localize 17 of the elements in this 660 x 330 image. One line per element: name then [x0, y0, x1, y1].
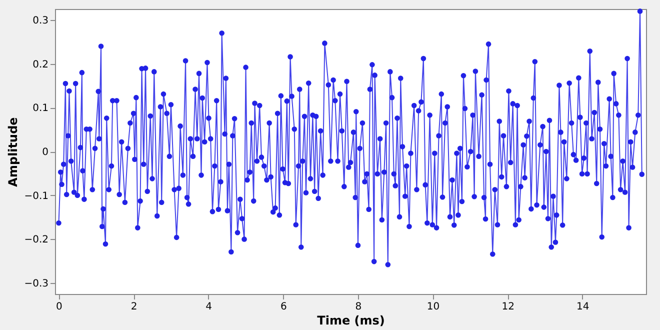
y-tick-label: −0.3 — [24, 278, 48, 290]
y-tick-label: −0.1 — [24, 190, 48, 202]
x-tick-label: 8 — [355, 302, 362, 312]
y-tick-label: 0.3 — [32, 15, 48, 26]
x-tick-label: 4 — [206, 302, 212, 312]
x-tick-label: 12 — [502, 302, 514, 312]
x-tick-label: 6 — [280, 302, 287, 312]
x-axis-title: Time (ms) — [317, 314, 385, 328]
x-tick-label: 14 — [576, 302, 590, 312]
y-tick-label: 0.2 — [32, 59, 48, 70]
y-axis-title: Amplitude — [6, 117, 20, 187]
x-tick-label: 10 — [426, 302, 440, 312]
x-tick-label: 2 — [130, 302, 138, 312]
x-tick-label: 0 — [56, 302, 62, 312]
y-tick-label: 0.1 — [32, 103, 48, 114]
y-tick-label: −0.2 — [24, 234, 48, 246]
y-tick-label: 0 — [42, 147, 48, 158]
